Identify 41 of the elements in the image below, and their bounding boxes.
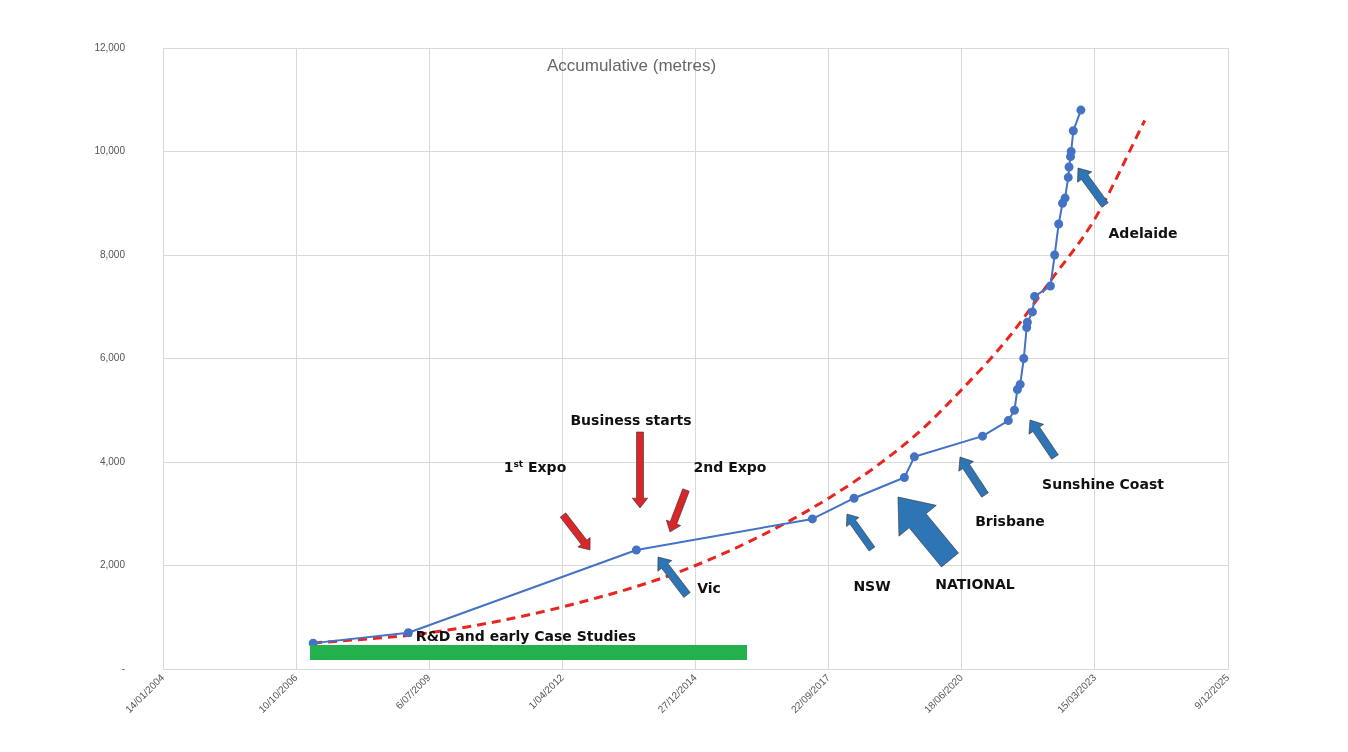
point [1066,147,1076,156]
annotation: Brisbane [975,513,1045,529]
point [807,514,817,524]
y-tick-label: 2,000 [99,559,126,571]
y-tick-label: 4,000 [99,455,126,467]
annotation: 1$^{st}$ Expo [503,458,567,476]
annotation: NSW [853,578,891,594]
y-tick-label: 10,000 [94,145,126,157]
point [1027,307,1037,317]
y-tick-label: 12,000 [94,41,126,53]
annotation: Vic [697,580,721,596]
point [631,545,641,555]
point [1003,416,1013,426]
annotation: 2nd Expo [693,459,767,475]
point [978,431,988,441]
annotation: Adelaide [1108,225,1178,241]
point [1015,379,1025,389]
point [909,452,919,462]
point [1019,354,1029,363]
point [1076,105,1086,115]
annotation: Business starts [570,412,692,428]
point [1054,219,1064,229]
point [899,473,909,483]
point [1064,162,1074,172]
y-tick-label: 8,000 [99,248,126,260]
chart-title: Accumulative (metres) [546,55,717,75]
point [1045,281,1055,291]
annotation: NATIONAL [935,576,1015,592]
point [849,493,859,503]
point [1009,405,1019,415]
annotation: Sunshine Coast [1042,476,1164,492]
point [1068,126,1078,136]
y-tick-label: 6,000 [99,352,126,364]
point [1050,250,1060,260]
point [403,628,413,638]
point [1060,193,1070,203]
y-tick-label: - [121,662,125,674]
point [1030,291,1040,301]
point [1063,172,1073,182]
annotation: R&D and early Case Studies [415,628,637,644]
point [1022,317,1032,327]
